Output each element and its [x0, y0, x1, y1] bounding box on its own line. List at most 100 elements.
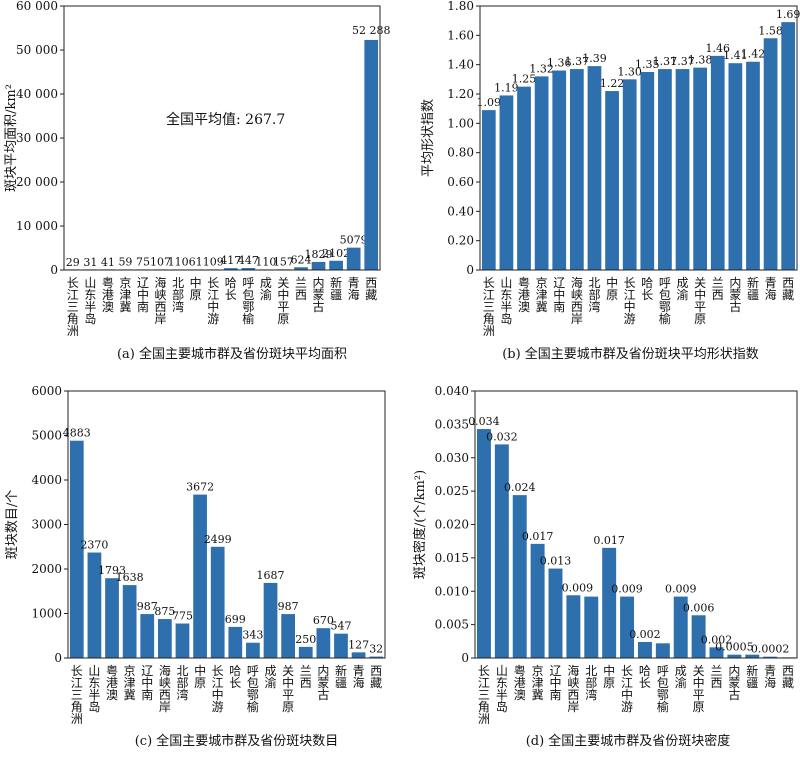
bar — [548, 568, 563, 658]
bar — [157, 619, 172, 658]
bar — [602, 547, 617, 658]
value-label: 127 — [348, 638, 369, 651]
category-label: 辽中南 — [549, 664, 561, 702]
value-label: 1.37 — [565, 55, 590, 68]
category-label: 长江三角洲 — [71, 664, 83, 726]
y-tick-label: 0 — [466, 263, 474, 277]
y-tick-label: 0 — [54, 651, 62, 665]
category-label: 辽中南 — [141, 664, 153, 702]
category-label: 海峡西岸 — [567, 663, 579, 714]
value-label: 875 — [154, 605, 175, 618]
bar — [605, 91, 619, 270]
y-tick-label: 0.035 — [435, 417, 469, 431]
bar — [122, 585, 137, 658]
value-label: 1829 — [305, 248, 333, 261]
y-tick-label: 6000 — [31, 384, 62, 398]
category-label: 西藏 — [782, 276, 794, 302]
value-label: 1.41 — [723, 49, 748, 62]
value-label: 1.35 — [635, 58, 660, 71]
value-label: 1.58 — [758, 24, 783, 37]
value-label: 417 — [220, 254, 241, 267]
value-label: 1687 — [257, 569, 285, 582]
panel-c-patch-count: 0 1000 2000 3000 4000 5000 6000 4883 长江三角洲 2370 山东… — [5, 384, 386, 749]
category-label: 关中平原 — [693, 664, 705, 714]
panel-caption: (c) 全国主要城市群及省份斑块数目 — [135, 733, 339, 749]
category-label: 北部湾 — [588, 276, 600, 314]
y-tick-label: 1.40 — [447, 58, 474, 72]
y-tick-label: 1.00 — [447, 116, 474, 130]
category-label: 京津冀 — [119, 276, 131, 314]
value-label: 987 — [137, 600, 158, 613]
y-tick-label: 0.025 — [435, 484, 469, 498]
value-label: 0.017 — [593, 534, 625, 547]
value-label: 547 — [330, 620, 351, 633]
bar — [658, 69, 672, 270]
value-label: 0.034 — [468, 415, 500, 428]
bar — [105, 578, 119, 658]
category-label: 兰西 — [295, 276, 307, 302]
value-label: 0.002 — [629, 628, 661, 641]
category-label: 青海 — [765, 276, 777, 302]
bar — [566, 595, 581, 658]
category-label: 呼包鄂榆 — [659, 276, 671, 326]
bar — [691, 615, 706, 658]
bar — [517, 86, 531, 271]
category-label: 哈长 — [225, 276, 237, 302]
value-label: 31 — [83, 256, 97, 269]
bar — [175, 623, 190, 658]
bar — [587, 66, 602, 270]
value-label: 0.017 — [522, 530, 554, 543]
category-label: 呼包鄂榆 — [242, 276, 254, 326]
panel-d-patch-density: 0 0.005 0.010 0.015 0.020 0.025 0.030 0.035 0.04… — [412, 384, 798, 749]
bar — [620, 596, 635, 658]
bar — [294, 267, 308, 270]
category-label: 青海 — [764, 664, 776, 690]
value-label: 41 — [101, 256, 115, 269]
category-label: 海峡西岸 — [155, 275, 167, 326]
value-label: 1.39 — [582, 52, 607, 65]
category-label: 成渝 — [675, 664, 687, 690]
category-label: 西藏 — [370, 664, 382, 690]
bar — [552, 70, 567, 271]
category-label: 海峡西岸 — [159, 663, 171, 714]
bar — [210, 546, 225, 658]
y-tick-label: 10 000 — [16, 219, 58, 233]
category-label: 兰西 — [710, 664, 722, 690]
y-axis-label: 斑块平均面积/km² — [4, 84, 19, 192]
bar — [569, 69, 584, 270]
category-label: 长江三角洲 — [67, 276, 79, 338]
value-label: 1.46 — [706, 42, 731, 55]
value-label: 0.002 — [701, 633, 733, 646]
value-label: 2370 — [80, 539, 108, 552]
bar — [476, 429, 491, 658]
y-tick-label: 1.20 — [447, 87, 474, 101]
bar — [346, 247, 361, 270]
value-label: 75 — [136, 256, 150, 269]
value-label: 107 — [150, 256, 171, 269]
bar — [709, 647, 724, 658]
bar — [263, 582, 278, 658]
value-label: 157 — [273, 255, 294, 268]
category-label: 内蒙古 — [728, 664, 740, 702]
y-axis-label: 斑块数目/个 — [5, 490, 20, 559]
category-label: 内蒙古 — [729, 276, 741, 314]
y-tick-label: 0.040 — [435, 384, 469, 398]
category-label: 新疆 — [747, 275, 759, 302]
y-tick-label: 30 000 — [16, 131, 58, 145]
category-label: 成渝 — [677, 276, 689, 302]
category-label: 青海 — [353, 664, 365, 690]
value-label: 699 — [225, 613, 246, 626]
annotation-national-average: 全国平均值: 267.7 — [166, 111, 285, 128]
bar — [494, 444, 509, 658]
value-label: 447 — [238, 254, 259, 267]
value-label: 1.25 — [512, 73, 537, 86]
y-tick-label: 60 000 — [16, 0, 58, 13]
category-label: 新疆 — [746, 663, 758, 690]
category-label: 内蒙古 — [317, 664, 329, 702]
bar — [228, 626, 243, 658]
value-label: 1.37 — [653, 55, 678, 68]
value-label: 1.09 — [477, 96, 502, 109]
category-label: 辽中南 — [137, 276, 149, 314]
bar — [637, 641, 652, 658]
category-label: 山东半岛 — [500, 276, 512, 326]
